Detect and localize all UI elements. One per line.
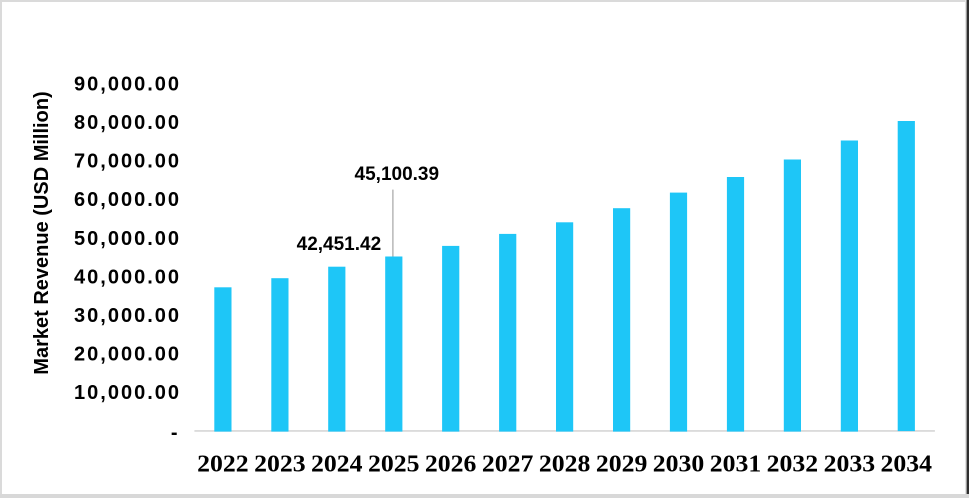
svg-text:2025: 2025 [368, 451, 420, 478]
svg-text:2026: 2026 [425, 451, 477, 478]
svg-text:40,000.00: 40,000.00 [74, 266, 179, 288]
svg-text:2034: 2034 [881, 451, 933, 478]
svg-text:45,100.39: 45,100.39 [355, 164, 440, 185]
svg-text:10,000.00: 10,000.00 [74, 382, 179, 404]
svg-text:2022: 2022 [197, 451, 249, 478]
svg-text:2031: 2031 [710, 451, 762, 478]
svg-text:2033: 2033 [824, 451, 876, 478]
svg-text:50,000.00: 50,000.00 [74, 228, 179, 250]
svg-text:90,000.00: 90,000.00 [74, 73, 179, 95]
svg-text:2030: 2030 [653, 451, 705, 478]
svg-text:2028: 2028 [539, 451, 591, 478]
svg-text:70,000.00: 70,000.00 [74, 151, 179, 173]
svg-text:-: - [171, 422, 178, 444]
svg-text:2023: 2023 [254, 451, 306, 478]
svg-text:80,000.00: 80,000.00 [74, 112, 179, 134]
svg-text:2024: 2024 [311, 451, 363, 478]
svg-text:Market Revenue (USD Million): Market Revenue (USD Million) [31, 91, 53, 374]
svg-text:42,451.42: 42,451.42 [297, 234, 382, 255]
svg-text:20,000.00: 20,000.00 [74, 344, 179, 366]
svg-text:2027: 2027 [482, 451, 534, 478]
svg-text:2029: 2029 [596, 451, 648, 478]
svg-text:60,000.00: 60,000.00 [74, 189, 179, 211]
svg-text:30,000.00: 30,000.00 [74, 305, 179, 327]
svg-text:2032: 2032 [767, 451, 819, 478]
